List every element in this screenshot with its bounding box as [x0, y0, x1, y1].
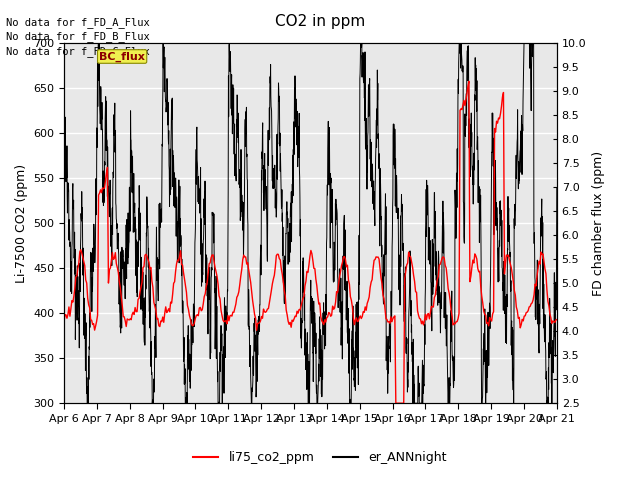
Text: CO2 in ppm: CO2 in ppm: [275, 14, 365, 29]
Y-axis label: Li-7500 CO2 (ppm): Li-7500 CO2 (ppm): [15, 164, 28, 283]
Y-axis label: FD chamber flux (ppm): FD chamber flux (ppm): [592, 151, 605, 296]
Text: No data for f_FD_C_Flux: No data for f_FD_C_Flux: [6, 46, 150, 57]
Text: No data for f_FD_B_Flux: No data for f_FD_B_Flux: [6, 31, 150, 42]
Text: No data for f_FD_A_Flux: No data for f_FD_A_Flux: [6, 17, 150, 28]
Text: BC_flux: BC_flux: [99, 51, 145, 61]
Legend: li75_co2_ppm, er_ANNnight: li75_co2_ppm, er_ANNnight: [188, 446, 452, 469]
